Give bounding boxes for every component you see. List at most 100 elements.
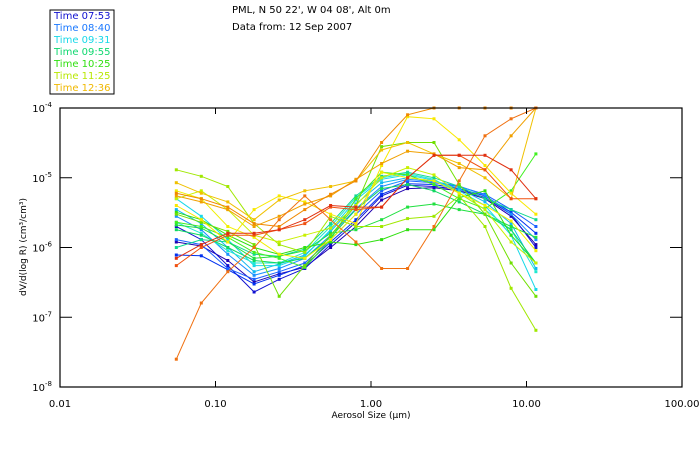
data-point bbox=[277, 243, 281, 247]
data-point bbox=[534, 225, 538, 228]
data-point bbox=[303, 256, 307, 260]
data-point bbox=[277, 264, 281, 268]
data-point bbox=[252, 246, 256, 249]
data-point bbox=[483, 153, 487, 157]
data-point bbox=[329, 205, 333, 209]
data-point bbox=[406, 267, 410, 270]
data-point bbox=[483, 200, 487, 204]
data-point bbox=[226, 246, 230, 249]
data-point bbox=[303, 265, 307, 269]
data-point bbox=[354, 179, 358, 183]
data-point bbox=[509, 212, 513, 216]
data-point bbox=[174, 194, 178, 198]
data-point bbox=[406, 115, 410, 119]
data-point bbox=[303, 247, 307, 251]
data-point bbox=[457, 200, 461, 204]
data-point bbox=[252, 252, 256, 256]
data-point bbox=[329, 233, 333, 237]
data-point bbox=[277, 256, 281, 260]
data-point bbox=[432, 153, 436, 157]
data-point bbox=[303, 208, 307, 212]
data-point bbox=[174, 238, 178, 242]
data-point bbox=[199, 226, 203, 230]
data-point bbox=[509, 208, 513, 212]
data-point bbox=[509, 117, 513, 121]
data-point bbox=[226, 231, 230, 235]
data-point bbox=[252, 243, 256, 247]
data-point bbox=[457, 191, 461, 195]
data-point bbox=[199, 200, 203, 204]
y-tick-base: 10 bbox=[32, 104, 45, 115]
data-point bbox=[354, 218, 358, 222]
y-tick-base: 10 bbox=[32, 313, 45, 324]
data-point bbox=[534, 238, 538, 242]
data-point bbox=[252, 270, 256, 274]
data-point bbox=[174, 212, 178, 216]
data-point bbox=[354, 212, 358, 216]
data-point bbox=[226, 208, 230, 212]
data-point bbox=[380, 198, 384, 202]
data-point bbox=[432, 176, 436, 180]
data-point bbox=[457, 153, 461, 157]
data-point bbox=[199, 189, 203, 193]
y-tick-base: 10 bbox=[32, 383, 45, 394]
data-point bbox=[534, 270, 538, 274]
data-point bbox=[252, 218, 256, 222]
data-point bbox=[354, 197, 358, 201]
data-point bbox=[174, 220, 178, 224]
data-point bbox=[303, 254, 307, 258]
data-point bbox=[329, 185, 333, 188]
data-point bbox=[199, 228, 203, 232]
data-point bbox=[277, 240, 281, 244]
data-point bbox=[226, 200, 230, 204]
data-point bbox=[199, 225, 203, 228]
data-point bbox=[174, 214, 178, 218]
data-point bbox=[252, 231, 256, 235]
data-point bbox=[509, 286, 513, 290]
y-tick-exp: -6 bbox=[45, 241, 53, 249]
data-point bbox=[509, 134, 513, 138]
data-point bbox=[303, 250, 307, 254]
data-point bbox=[534, 261, 538, 265]
legend-item: Time 09:55 bbox=[53, 47, 110, 58]
data-point bbox=[354, 225, 358, 228]
data-point bbox=[406, 183, 410, 186]
data-point bbox=[174, 191, 178, 195]
data-point bbox=[174, 210, 178, 214]
data-point bbox=[252, 256, 256, 260]
data-point bbox=[509, 191, 513, 195]
plot-frame bbox=[59, 107, 683, 388]
data-point bbox=[483, 134, 487, 138]
data-point bbox=[303, 200, 307, 204]
y-tick-exp: -4 bbox=[45, 101, 53, 109]
data-point bbox=[303, 233, 307, 237]
data-point bbox=[380, 192, 384, 196]
data-point bbox=[380, 194, 384, 198]
data-point bbox=[303, 249, 307, 253]
data-point bbox=[277, 252, 281, 256]
y-tick-base: 10 bbox=[32, 174, 45, 185]
data-point bbox=[199, 254, 203, 258]
data-point bbox=[457, 185, 461, 188]
data-point bbox=[432, 228, 436, 232]
data-point bbox=[252, 208, 256, 212]
x-tick-labels: 0.01 0.10 1.00 10.00 100.00 bbox=[49, 399, 700, 410]
y-axis-label: dV/d(log R) (cm³/cm³) bbox=[19, 198, 29, 296]
legend-item: Time 08:40 bbox=[53, 23, 110, 34]
data-point bbox=[380, 187, 384, 191]
data-point bbox=[534, 246, 538, 249]
data-point bbox=[199, 191, 203, 195]
data-point bbox=[509, 222, 513, 226]
data-point bbox=[174, 208, 178, 212]
legend-item: Time 09:31 bbox=[53, 35, 110, 46]
data-point bbox=[303, 222, 307, 226]
data-point bbox=[457, 194, 461, 198]
data-point bbox=[406, 170, 410, 174]
data-point bbox=[329, 225, 333, 228]
legend-item: Time 12:36 bbox=[53, 83, 110, 94]
y-tick-label: 10-4 bbox=[32, 101, 52, 115]
data-point bbox=[354, 208, 358, 212]
data-point bbox=[329, 222, 333, 226]
data-point bbox=[174, 240, 178, 244]
data-point bbox=[329, 231, 333, 235]
